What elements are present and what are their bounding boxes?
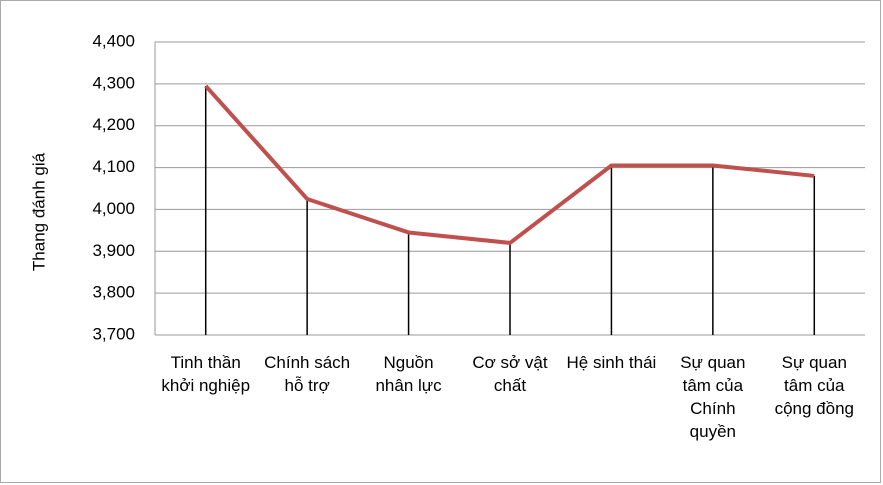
y-tick-label: 4,400: [92, 31, 135, 50]
y-tick-label: 3,700: [92, 324, 135, 343]
x-tick-label: Tinh thần khởi nghiệp: [161, 353, 251, 395]
y-axis-label: Thang đánh giá: [29, 152, 48, 271]
x-tick-label: Hệ sinh thái: [566, 353, 657, 372]
line: [204, 84, 815, 245]
x-tick-label: Cơ sở vật chất: [472, 353, 548, 395]
x-tick-label: Chính sách hỗ trợ: [264, 353, 351, 395]
x-tick-label: Nguồn nhân lực: [375, 353, 442, 395]
y-tick-label: 3,800: [92, 283, 135, 302]
x-tick-label: Sự quan tâm của Chính quyền: [680, 353, 746, 441]
y-tick-label: 4,000: [92, 199, 135, 218]
y-tick-label: 4,200: [92, 115, 135, 134]
y-tick-label: 4,300: [92, 73, 135, 92]
x-tick-label: Sự quan tâm của cộng đồng: [774, 353, 854, 418]
y-tick-label: 4,100: [92, 157, 135, 176]
y-tick-label: 3,900: [92, 241, 135, 260]
